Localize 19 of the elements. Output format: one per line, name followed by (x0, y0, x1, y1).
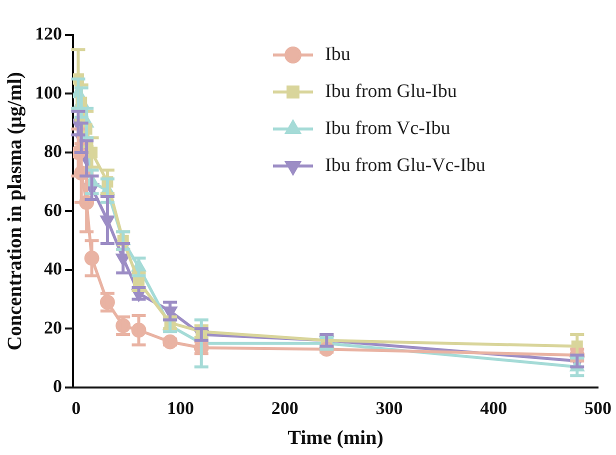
y-tick-label: 20 (44, 317, 62, 338)
y-tick-label: 120 (35, 24, 62, 44)
y-tick-label: 40 (44, 258, 62, 279)
legend-label: Ibu from Vc-Ibu (325, 118, 451, 139)
y-tick-label: 60 (44, 200, 62, 220)
x-tick-label: 0 (72, 398, 81, 418)
x-axis-title: Time (min) (288, 427, 384, 450)
y-tick-label: 100 (35, 82, 62, 102)
x-tick-label: 300 (376, 398, 403, 418)
legend-label: Ibu from Glu-Vc-Ibu (325, 154, 486, 176)
x-tick-label: 400 (480, 398, 508, 418)
legend-label: Ibu (325, 44, 351, 65)
x-tick-label: 200 (271, 398, 298, 418)
y-tick-label: 0 (53, 376, 62, 396)
legend-label: Ibu from Glu-Ibu (325, 80, 458, 102)
y-tick-label: 80 (44, 141, 62, 162)
x-tick-label: 500 (584, 398, 612, 418)
y-axis-title: Concentration in plasma (μg/ml) (4, 72, 26, 350)
x-tick-label: 100 (167, 398, 194, 418)
